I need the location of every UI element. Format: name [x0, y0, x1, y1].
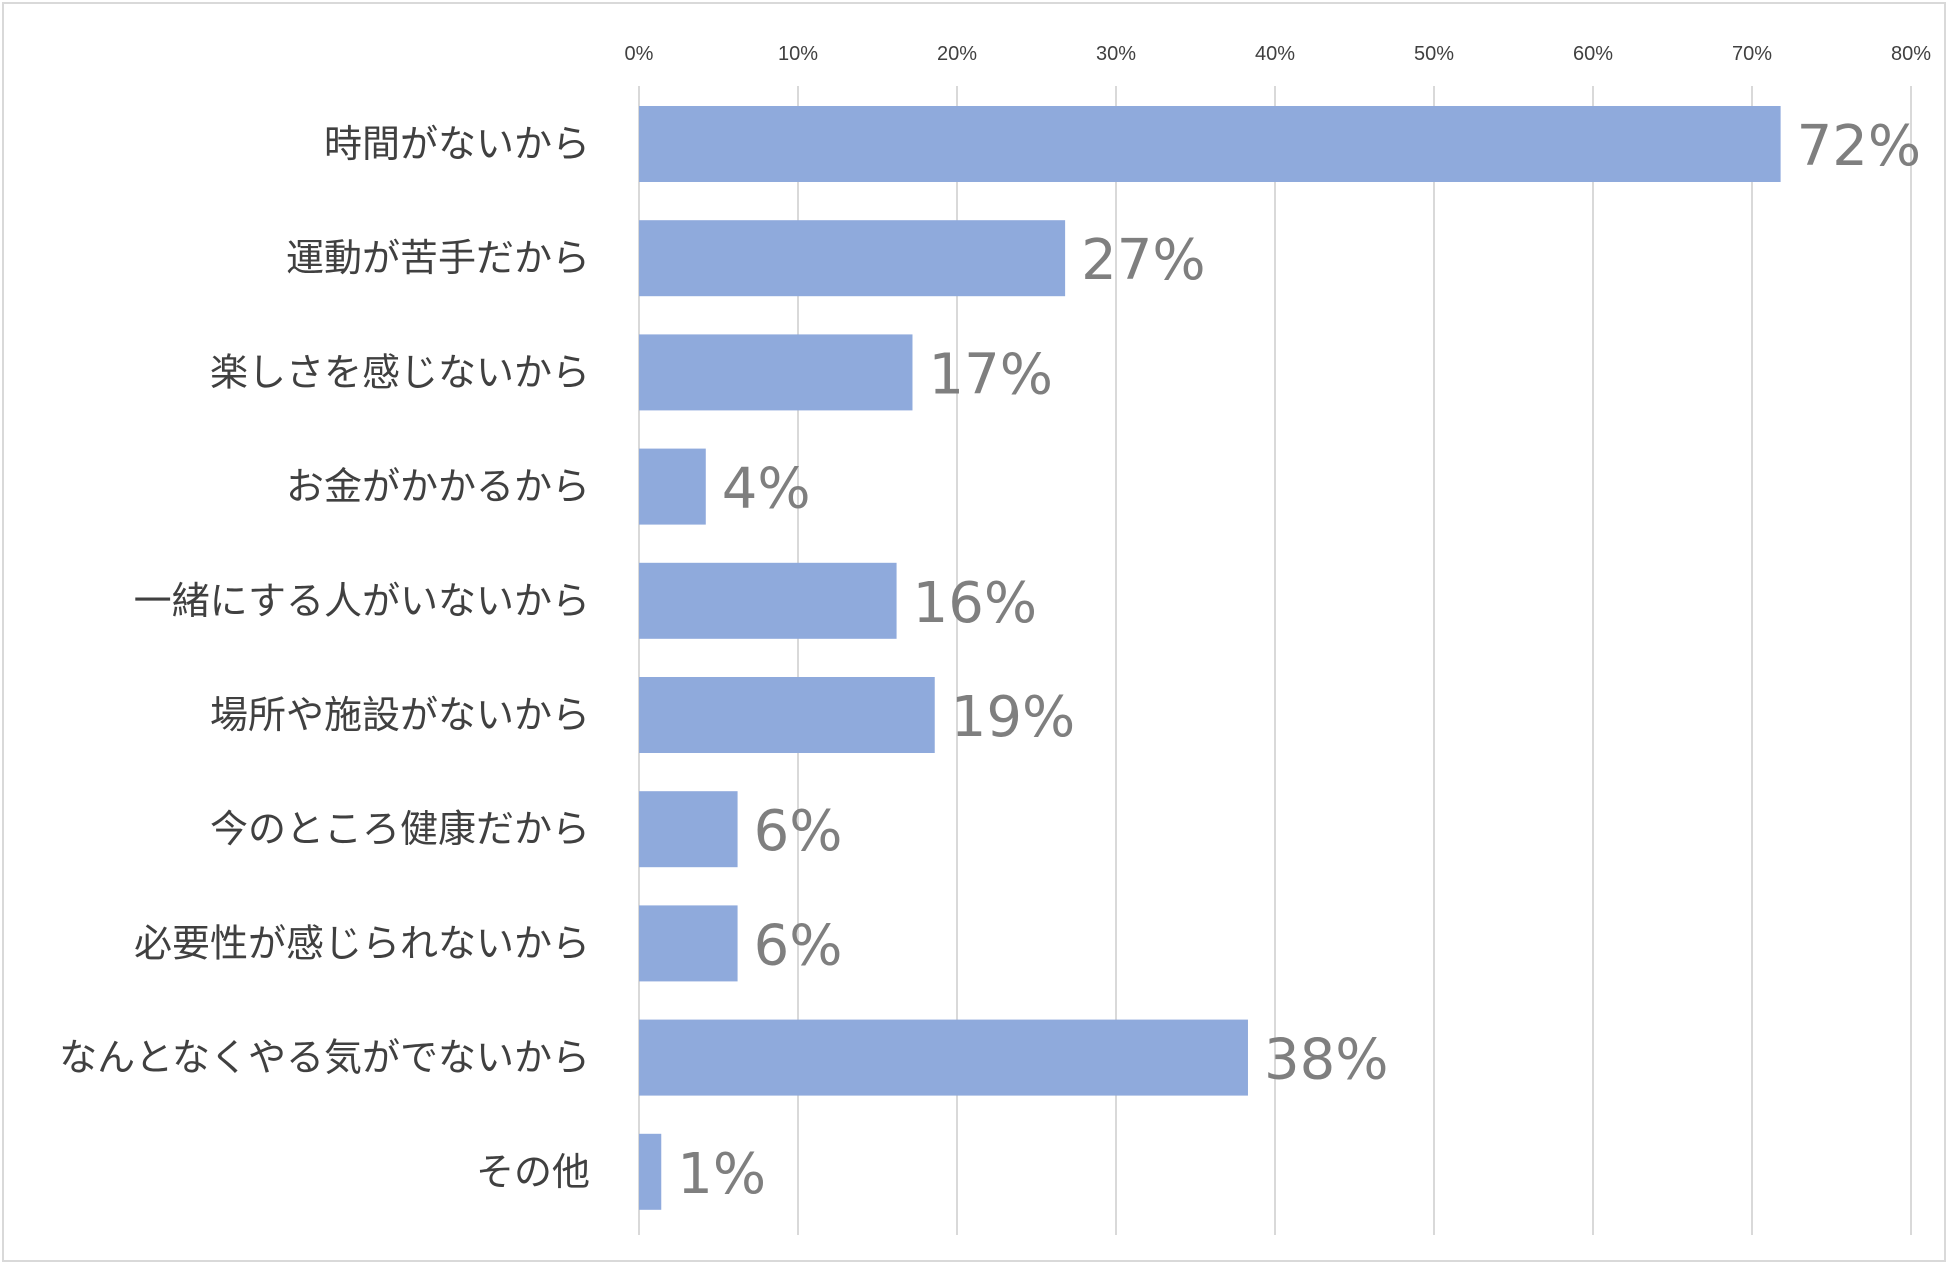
- bar: [639, 334, 913, 411]
- bar: [639, 448, 706, 525]
- category-label: 場所や施設がないから: [210, 693, 590, 737]
- x-tick-label: 50%: [1414, 43, 1454, 65]
- bar: [639, 562, 897, 639]
- category-label: 運動が苦手だから: [286, 236, 590, 280]
- value-label: 72%: [1797, 114, 1921, 179]
- value-label: 17%: [928, 342, 1052, 407]
- x-tick-label: 30%: [1096, 43, 1136, 65]
- value-label: 1%: [677, 1142, 766, 1207]
- value-label: 6%: [754, 913, 843, 978]
- bar: [639, 791, 738, 868]
- x-tick-label: 60%: [1573, 43, 1613, 65]
- category-labels: 時間がないから運動が苦手だから楽しさを感じないからお金がかかるから一緒にする人が…: [59, 122, 590, 1194]
- bar: [639, 1133, 662, 1210]
- category-label: 一緒にする人がいないから: [134, 579, 590, 623]
- bar: [639, 677, 935, 753]
- category-label: なんとなくやる気がでないから: [59, 1036, 590, 1080]
- x-tick-label: 0%: [625, 43, 654, 65]
- value-label: 6%: [754, 799, 843, 864]
- value-label: 16%: [913, 571, 1037, 636]
- category-label: 楽しさを感じないから: [210, 350, 590, 394]
- bar: [639, 220, 1066, 297]
- x-tick-label: 20%: [937, 43, 977, 65]
- category-label: 今のところ健康だから: [210, 807, 590, 851]
- value-label: 27%: [1081, 228, 1205, 293]
- x-tick-label: 80%: [1891, 43, 1931, 65]
- category-label: お金がかかるから: [286, 465, 590, 509]
- category-label: 時間がないから: [324, 122, 590, 166]
- bars: [639, 106, 1781, 1210]
- value-label: 38%: [1264, 1028, 1388, 1093]
- value-labels: 72% 27% 17% 4% 16% 19% 6% 6% 38% 1%: [677, 114, 1921, 1207]
- category-label: 必要性が感じられないから: [134, 921, 590, 965]
- category-label: その他: [476, 1150, 590, 1194]
- bar: [639, 106, 1781, 182]
- value-label: 19%: [951, 685, 1075, 750]
- value-label: 4%: [722, 457, 811, 522]
- x-tick-label: 10%: [778, 43, 818, 65]
- x-tick-label: 70%: [1732, 43, 1772, 65]
- bar: [639, 1019, 1248, 1096]
- bar: [639, 905, 738, 982]
- x-axis-ticks: 0% 10% 20% 30% 40% 50% 60% 70% 80%: [625, 43, 1932, 65]
- x-tick-label: 40%: [1255, 43, 1295, 65]
